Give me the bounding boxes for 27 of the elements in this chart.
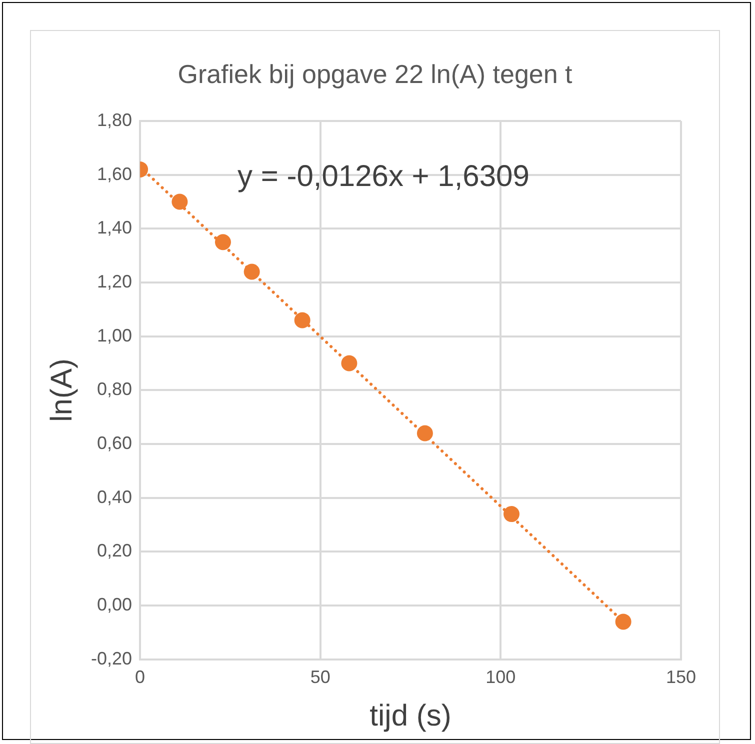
y-tick-label: 0,60	[96, 433, 132, 454]
point	[214, 234, 231, 250]
point	[615, 614, 632, 630]
point	[503, 506, 520, 522]
y-tick-label: 1,60	[96, 164, 132, 184]
x-tick-label: 150	[666, 667, 696, 688]
point	[172, 194, 188, 210]
point	[416, 425, 433, 442]
y-tick-label: 1,40	[96, 218, 132, 238]
y-tick-label: 0,80	[96, 379, 132, 400]
point	[341, 355, 358, 372]
y-tick-label: -0,20	[90, 648, 132, 668]
point	[294, 312, 310, 328]
x-axis-title: tijd (s)	[370, 699, 452, 732]
y-tick-label: 1,00	[96, 325, 132, 346]
x-tick-label: 100	[486, 667, 516, 688]
point	[244, 264, 260, 280]
y-tick-label: 0,20	[96, 540, 132, 561]
y-tick-label: 0,00	[96, 594, 132, 615]
y-tick-label: 0,40	[96, 486, 132, 507]
x-tick-label: 50	[310, 667, 330, 688]
y-tick-label: 1,80	[96, 110, 132, 130]
y-tick-label: 1,20	[96, 271, 132, 292]
x-tick-label: 0	[135, 667, 146, 688]
y-axis-title: ln(A)	[45, 358, 78, 422]
annotation: y = -0,0126x + 1,6309	[238, 160, 530, 193]
chart-title: Grafiek bij opgave 22 ln(A) tegen t	[176, 59, 574, 90]
